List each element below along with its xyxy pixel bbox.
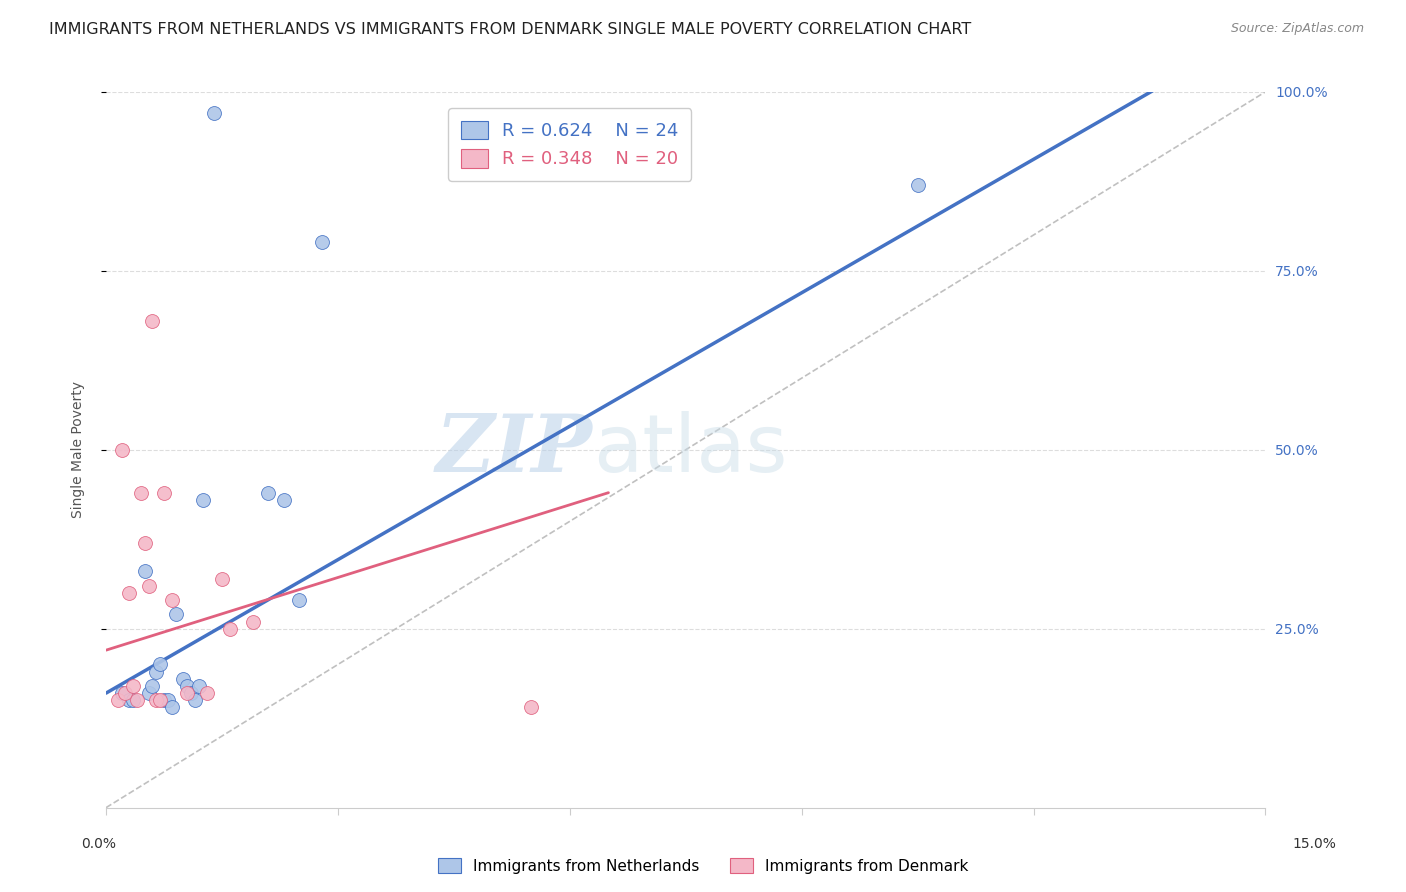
Text: atlas: atlas <box>593 410 787 489</box>
Text: 15.0%: 15.0% <box>1292 837 1337 851</box>
Point <box>145 665 167 679</box>
Point <box>122 679 145 693</box>
Point <box>172 672 194 686</box>
Point <box>125 693 148 707</box>
Text: ZIP: ZIP <box>436 411 593 489</box>
Point <box>257 485 280 500</box>
Point <box>202 106 225 120</box>
Text: Source: ZipAtlas.com: Source: ZipAtlas.com <box>1230 22 1364 36</box>
Point <box>141 679 163 693</box>
Point <box>218 622 240 636</box>
Point <box>273 492 295 507</box>
Point <box>165 607 187 622</box>
Point <box>160 593 183 607</box>
Point <box>180 686 202 700</box>
Point <box>114 686 136 700</box>
Point <box>311 235 333 249</box>
Point <box>138 686 160 700</box>
Point <box>110 686 132 700</box>
Point <box>145 693 167 707</box>
Point <box>149 657 172 672</box>
Point <box>191 492 214 507</box>
Point <box>129 485 152 500</box>
Point <box>141 314 163 328</box>
Point <box>118 586 141 600</box>
Point <box>153 693 176 707</box>
Text: IMMIGRANTS FROM NETHERLANDS VS IMMIGRANTS FROM DENMARK SINGLE MALE POVERTY CORRE: IMMIGRANTS FROM NETHERLANDS VS IMMIGRANT… <box>49 22 972 37</box>
Point <box>118 693 141 707</box>
Point <box>907 178 929 192</box>
Legend: R = 0.624    N = 24, R = 0.348    N = 20: R = 0.624 N = 24, R = 0.348 N = 20 <box>449 108 692 181</box>
Point <box>211 572 233 586</box>
Point <box>149 693 172 707</box>
Point <box>134 536 156 550</box>
Point <box>134 565 156 579</box>
Point <box>107 693 129 707</box>
Point <box>195 686 218 700</box>
Point <box>110 442 132 457</box>
Point <box>176 679 198 693</box>
Point <box>138 579 160 593</box>
Point <box>153 485 176 500</box>
Text: 0.0%: 0.0% <box>82 837 115 851</box>
Point <box>288 593 311 607</box>
Y-axis label: Single Male Poverty: Single Male Poverty <box>72 381 86 518</box>
Legend: Immigrants from Netherlands, Immigrants from Denmark: Immigrants from Netherlands, Immigrants … <box>432 852 974 880</box>
Point <box>156 693 179 707</box>
Point <box>176 686 198 700</box>
Point <box>520 700 543 714</box>
Point <box>187 679 209 693</box>
Point <box>160 700 183 714</box>
Point <box>122 693 145 707</box>
Point <box>184 693 207 707</box>
Point <box>242 615 264 629</box>
